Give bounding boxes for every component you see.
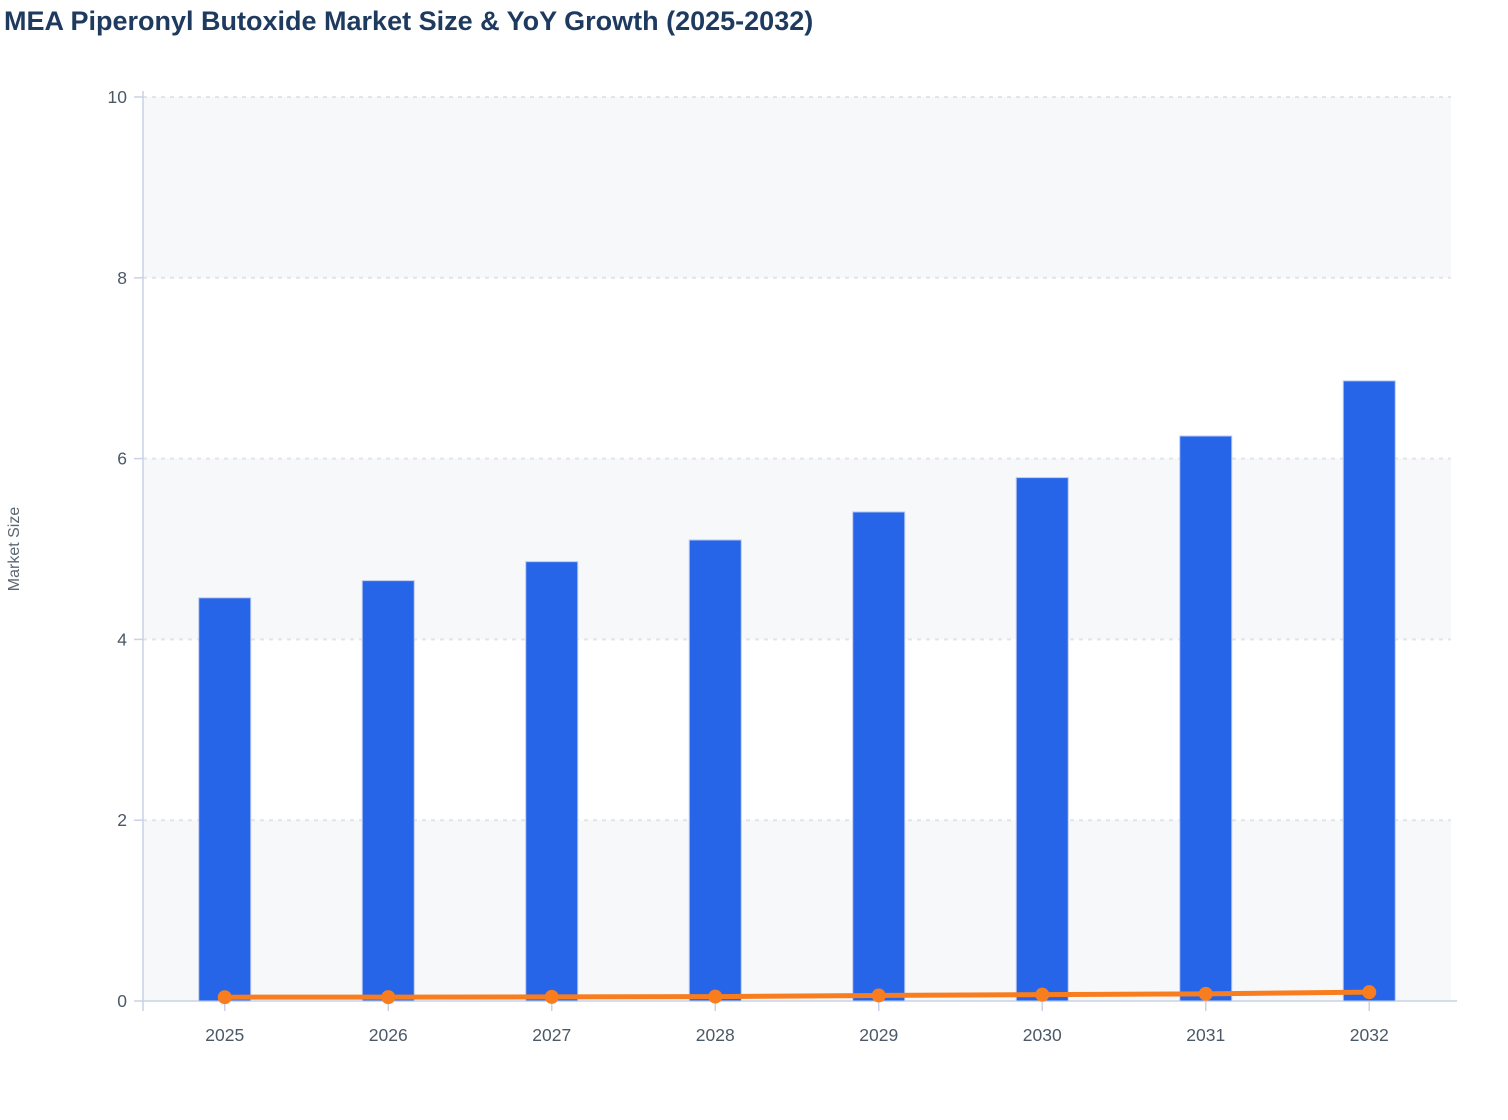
line-marker-2030[interactable] [1035,987,1050,1002]
line-marker-2031[interactable] [1198,986,1213,1001]
x-tick-label-2030: 2030 [1023,1025,1062,1045]
bar-2028[interactable] [688,539,742,1002]
y-tick-label-6: 6 [117,449,127,469]
x-tick-label-2032: 2032 [1350,1025,1389,1045]
x-tick-label-2025: 2025 [205,1025,244,1045]
line-marker-2028[interactable] [708,989,723,1004]
line-marker-2027[interactable] [544,989,559,1004]
y-axis-title: Market Size [6,507,23,592]
x-tick-label-2029: 2029 [859,1025,898,1045]
x-tick-label-2031: 2031 [1186,1025,1225,1045]
plot-band [143,458,1451,640]
x-tick-label-2026: 2026 [369,1025,408,1045]
bar-2027[interactable] [525,561,579,1002]
plot-band [143,820,1451,1001]
y-tick-label-8: 8 [117,268,127,288]
bar-2029[interactable] [852,511,906,1002]
y-tick-label-4: 4 [117,629,127,649]
yoy-growth-line[interactable] [222,989,1372,1000]
line-marker-2026[interactable] [381,990,396,1005]
plot-band [143,97,1451,278]
y-tick-label-0: 0 [117,991,127,1011]
line-marker-2032[interactable] [1362,985,1377,1000]
y-tick-label-2: 2 [117,810,127,830]
bar-2025[interactable] [198,597,252,1002]
line-marker-2025[interactable] [217,990,232,1005]
bar-2032[interactable] [1342,380,1396,1002]
bar-2030[interactable] [1015,477,1069,1002]
chart-title: MEA Piperonyl Butoxide Market Size & YoY… [4,6,814,36]
x-tick-label-2027: 2027 [532,1025,571,1045]
bar-2031[interactable] [1179,435,1233,1002]
y-tick-label-10: 10 [108,87,128,107]
bar-2026[interactable] [361,580,415,1002]
line-marker-2029[interactable] [871,988,886,1003]
x-tick-label-2028: 2028 [696,1025,735,1045]
